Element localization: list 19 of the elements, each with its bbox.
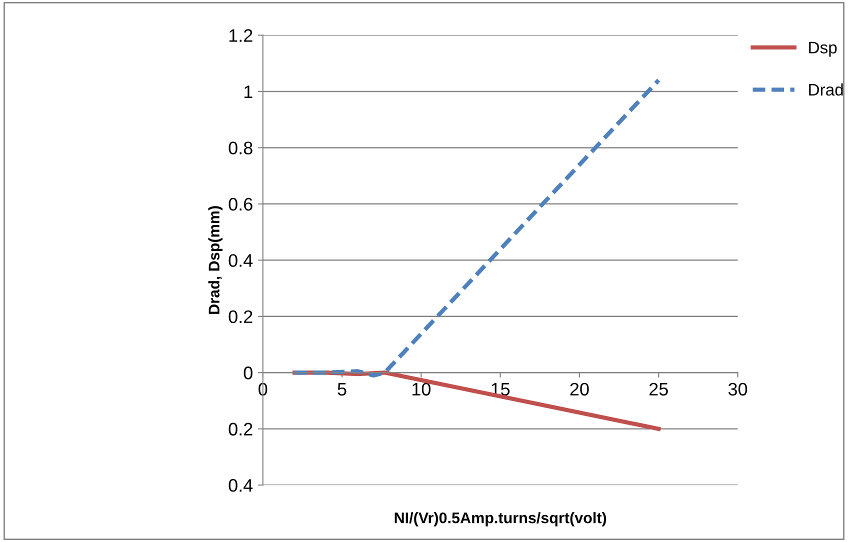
legend-label: Dsp: [809, 42, 837, 57]
x-axis-title: NI/(Vr)0.5Amp.turns/sqrt(volt): [394, 512, 606, 526]
x-tick-label: 25: [649, 382, 668, 396]
x-tick-label: 30: [728, 382, 748, 396]
y-tick-label: 0.4: [228, 254, 253, 267]
y-axis-title: Drad, Dsp(mm): [208, 206, 223, 314]
y-tick-label: 1: [244, 86, 252, 98]
y-tick-label: 0.4: [228, 479, 253, 492]
x-tick-label: 5: [338, 383, 346, 396]
y-tick-label: 0.2: [228, 310, 252, 324]
y-tick-label: 0.6: [228, 198, 252, 211]
legend-label: Drad: [809, 83, 843, 96]
y-tick-label: 0.2: [228, 422, 252, 436]
y-tick-label: 1.2: [229, 29, 252, 42]
x-tick-label: 20: [570, 382, 589, 396]
y-tick-label: 0.8: [228, 142, 252, 154]
x-tick-label: 10: [412, 382, 431, 396]
x-tick-label: 0: [258, 382, 268, 396]
y-tick-label: 0: [244, 366, 252, 380]
